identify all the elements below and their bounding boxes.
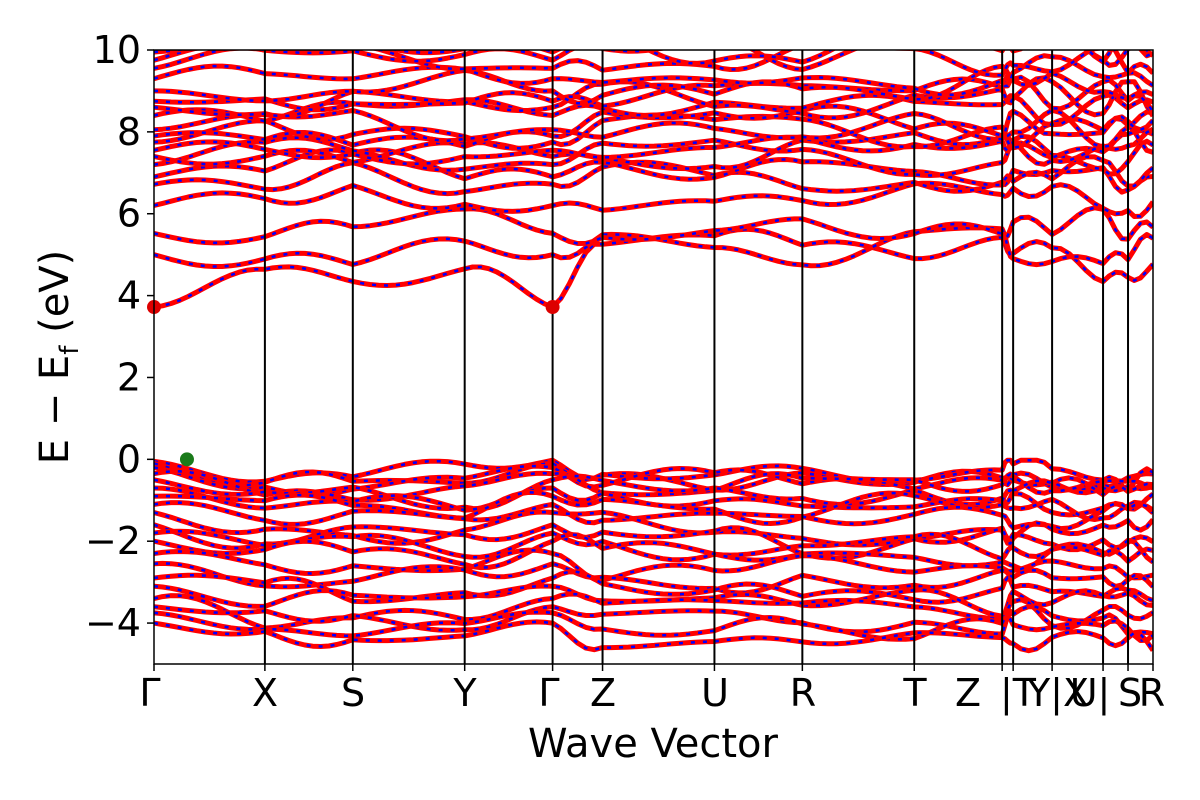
band-line-spin-up xyxy=(154,108,1153,144)
x-tick-label: Γ xyxy=(139,671,160,715)
bands-layer xyxy=(154,50,1153,654)
x-tick-label: Y|X xyxy=(1026,671,1089,716)
band-line-spin-down xyxy=(154,458,1153,492)
vbm-marker xyxy=(179,452,194,467)
x-tick-label: R xyxy=(790,671,816,715)
band-line-spin-up xyxy=(154,53,1153,98)
x-tick-label: T xyxy=(902,671,927,715)
band-line-spin-up xyxy=(154,532,1153,572)
x-tick-label: |T xyxy=(1000,671,1037,716)
band-line-spin-up xyxy=(154,63,1153,106)
y-axis: −4 −2 0 2 4 6 8 10 xyxy=(85,28,154,645)
y-tick-label: 2 xyxy=(117,355,141,399)
band-line-spin-up xyxy=(154,50,1153,66)
band-line-spin-down xyxy=(154,104,1153,149)
band-line-spin-down xyxy=(154,50,1153,77)
plot-frame xyxy=(153,49,1154,665)
band-line-spin-up xyxy=(154,50,1153,72)
x-axis: Γ X S Y Γ Z U R T Z |TY|XU| SR xyxy=(139,664,1165,716)
band-line-spin-down xyxy=(154,610,1153,642)
band-line-spin-down xyxy=(154,113,1153,154)
y-tick-label: −4 xyxy=(85,601,141,645)
y-tick-label: 10 xyxy=(93,28,141,72)
band-line-spin-up xyxy=(154,489,1153,526)
kpoint-lines xyxy=(263,50,1130,664)
y-axis-label-main: E − E xyxy=(32,355,78,465)
y-tick-label: 8 xyxy=(117,110,141,154)
x-tick-label: R xyxy=(1139,671,1165,715)
x-tick-label: S xyxy=(1118,671,1142,715)
band-line-spin-up xyxy=(154,126,1153,167)
cbm-marker xyxy=(545,300,560,315)
band-line-spin-down xyxy=(154,226,1153,268)
x-tick-label: Y xyxy=(452,671,477,715)
band-line-spin-down xyxy=(154,458,1153,494)
band-line-spin-down xyxy=(154,605,1153,636)
band-line-spin-up xyxy=(154,560,1153,596)
y-axis-label: E − Ef (eV) xyxy=(32,250,85,465)
band-line-spin-down xyxy=(154,486,1153,517)
y-tick-label: 6 xyxy=(117,192,141,236)
band-line-spin-up xyxy=(154,522,1153,561)
y-axis-label-subscript: f xyxy=(55,345,85,355)
x-tick-label: U| xyxy=(1070,671,1111,716)
band-line-spin-down xyxy=(154,93,1153,126)
band-line-spin-up xyxy=(154,180,1153,219)
y-tick-label: 0 xyxy=(117,437,141,481)
x-tick-label: Z xyxy=(590,671,616,715)
x-tick-label: Γ xyxy=(538,671,559,715)
x-axis-label: Wave Vector xyxy=(528,721,779,767)
band-line-spin-down xyxy=(154,570,1153,604)
band-line-spin-up xyxy=(154,75,1153,121)
band-line-spin-down xyxy=(154,228,1153,309)
band-line-spin-up xyxy=(154,500,1153,532)
x-tick-label: U xyxy=(701,671,729,715)
band-line-spin-down xyxy=(154,129,1153,170)
band-line-spin-up xyxy=(154,619,1153,654)
band-line-spin-up xyxy=(154,147,1153,189)
band-line-spin-down xyxy=(154,474,1153,510)
x-tick-label: Z xyxy=(955,671,981,715)
y-axis-label-unit: (eV) xyxy=(32,250,78,346)
band-line-spin-down xyxy=(154,529,1153,564)
band-line-spin-down xyxy=(154,470,1153,502)
x-tick-label: X xyxy=(252,671,278,715)
band-line-spin-down xyxy=(154,206,1153,245)
y-tick-label: −2 xyxy=(85,519,141,563)
x-tick-label: S xyxy=(341,671,365,715)
svg-text:E − Ef (eV): E − Ef (eV) xyxy=(32,250,85,465)
y-tick-label: 4 xyxy=(117,274,141,318)
